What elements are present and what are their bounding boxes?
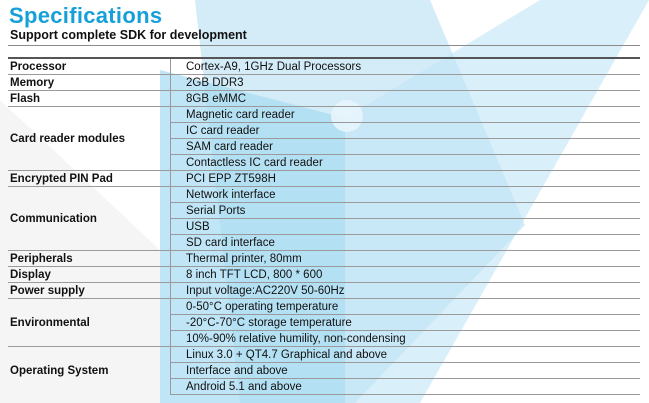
specifications-table: Processor Cortex-A9, 1GHz Dual Processors… bbox=[8, 57, 640, 395]
spec-category: Processor bbox=[8, 57, 171, 75]
spec-category: Memory bbox=[8, 74, 171, 91]
page-title: Specifications bbox=[9, 3, 163, 28]
spec-row: Contactless IC card reader bbox=[8, 154, 640, 171]
spec-value: IC card reader bbox=[170, 122, 640, 139]
spec-value: Interface and above bbox=[170, 362, 640, 379]
spec-value: Android 5.1 and above bbox=[170, 378, 640, 395]
spec-row: Operating System Linux 3.0 + QT4.7 Graphi… bbox=[8, 346, 640, 395]
spec-value: PCI EPP ZT598H bbox=[170, 170, 640, 187]
spec-row: SAM card reader bbox=[8, 138, 640, 155]
spec-value: 0-50°C operating temperature bbox=[170, 298, 640, 315]
spec-row: -20°C-70°C storage temperature bbox=[8, 314, 640, 331]
spec-value: 8 inch TFT LCD, 800 * 600 bbox=[170, 266, 640, 283]
spec-row: 10%-90% relative humility, non-condensin… bbox=[8, 330, 640, 347]
spec-value: Magnetic card reader bbox=[170, 106, 640, 123]
spec-value: -20°C-70°C storage temperature bbox=[170, 314, 640, 331]
spec-row: Android 5.1 and above bbox=[8, 378, 640, 395]
spec-category: Card reader modules bbox=[8, 106, 171, 171]
spec-value: SAM card reader bbox=[170, 138, 640, 155]
spec-row: Encrypted PIN Pad PCI EPP ZT598H bbox=[8, 170, 640, 187]
page-subtitle: Support complete SDK for development bbox=[10, 28, 247, 42]
spec-row: USB bbox=[8, 218, 640, 235]
spec-category: Encrypted PIN Pad bbox=[8, 170, 171, 187]
spec-category: Environmental bbox=[8, 298, 171, 347]
spec-value: Contactless IC card reader bbox=[170, 154, 640, 171]
spec-row: IC card reader bbox=[8, 122, 640, 139]
spec-row: Flash 8GB eMMC bbox=[8, 90, 640, 107]
spec-row: SD card interface bbox=[8, 234, 640, 251]
spec-value: Serial Ports bbox=[170, 202, 640, 219]
spec-row: Interface and above bbox=[8, 362, 640, 379]
spec-value: Network interface bbox=[170, 186, 640, 203]
spec-value: Linux 3.0 + QT4.7 Graphical and above bbox=[170, 346, 640, 363]
spec-value: Cortex-A9, 1GHz Dual Processors bbox=[170, 57, 640, 75]
spec-row: Communication Network interface bbox=[8, 186, 640, 251]
spec-value: 10%-90% relative humility, non-condensin… bbox=[170, 330, 640, 347]
spec-row: Processor Cortex-A9, 1GHz Dual Processors bbox=[8, 57, 640, 75]
spec-value: SD card interface bbox=[170, 234, 640, 251]
spec-value: Thermal printer, 80mm bbox=[170, 250, 640, 267]
spec-row: Memory 2GB DDR3 bbox=[8, 74, 640, 91]
spec-value: 2GB DDR3 bbox=[170, 74, 640, 91]
spec-value: USB bbox=[170, 218, 640, 235]
spec-row: Serial Ports bbox=[8, 202, 640, 219]
spec-category: Display bbox=[8, 266, 171, 283]
spec-category: Flash bbox=[8, 90, 171, 107]
spec-row: Display 8 inch TFT LCD, 800 * 600 bbox=[8, 266, 640, 283]
spec-category: Communication bbox=[8, 186, 171, 251]
spec-row: Card reader modules Magnetic card reader bbox=[8, 106, 640, 171]
spec-category: Peripherals bbox=[8, 250, 171, 267]
header-divider bbox=[8, 45, 640, 46]
spec-row: Peripherals Thermal printer, 80mm bbox=[8, 250, 640, 267]
spec-value: 8GB eMMC bbox=[170, 90, 640, 107]
spec-value: Input voltage:AC220V 50-60Hz bbox=[170, 282, 640, 299]
spec-category: Power supply bbox=[8, 282, 171, 299]
spec-row: Environmental 0-50°C operating temperatur… bbox=[8, 298, 640, 347]
specifications-table-body: Processor Cortex-A9, 1GHz Dual Processors… bbox=[8, 57, 640, 395]
spec-category: Operating System bbox=[8, 346, 171, 395]
spec-row: Power supply Input voltage:AC220V 50-60Hz bbox=[8, 282, 640, 299]
